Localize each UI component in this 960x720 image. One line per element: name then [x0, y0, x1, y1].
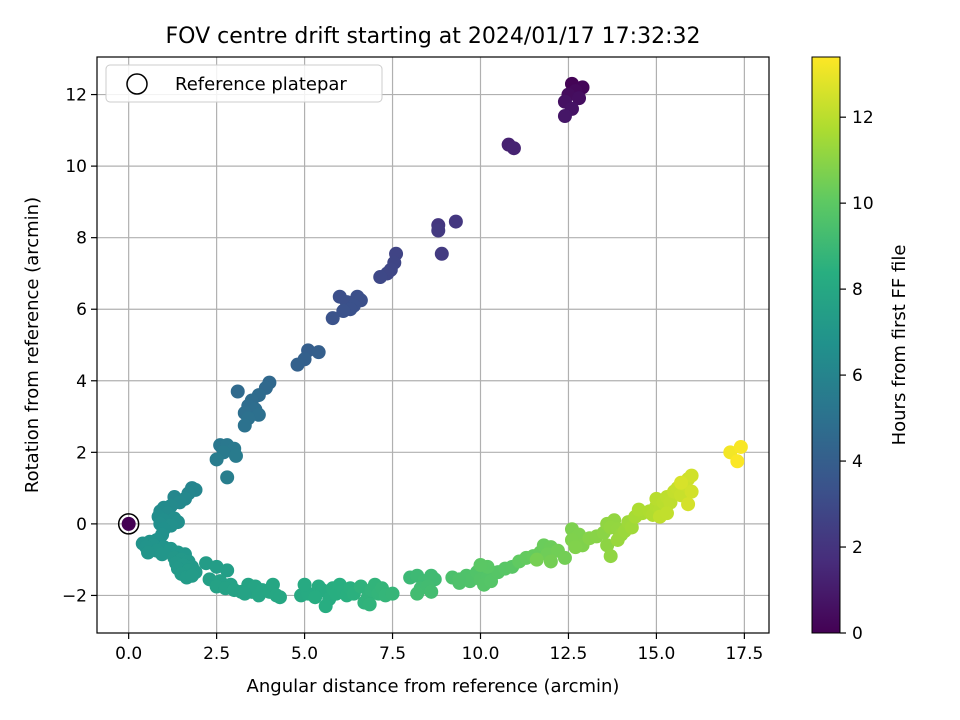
data-point [543, 554, 558, 569]
data-point [506, 141, 521, 156]
legend-entry-reference: Reference platepar [175, 74, 347, 95]
y-tick-label: 8 [76, 229, 87, 249]
colorbar-tick-label: 6 [852, 366, 863, 386]
y-tick-label: 10 [65, 157, 87, 177]
data-point [557, 109, 572, 124]
y-axis-label: Rotation from reference (arcmin) [22, 197, 43, 493]
data-point [184, 568, 199, 583]
data-point [228, 448, 243, 463]
y-tick-label: 6 [76, 300, 87, 320]
colorbar-label: Hours from first FF file [889, 245, 910, 446]
data-point [272, 590, 287, 605]
data-point [603, 549, 618, 564]
data-point [297, 577, 312, 592]
data-point [452, 572, 467, 587]
y-axis-ticks: −2 0 2 4 6 8 10 12 [62, 86, 97, 606]
data-point [318, 599, 333, 614]
colorbar-tick-label: 12 [852, 108, 874, 128]
data-point [473, 558, 488, 573]
data-point [230, 384, 245, 399]
data-point [529, 552, 544, 567]
chart-title: FOV centre drift starting at 2024/01/17 … [166, 24, 701, 49]
reference-ring [117, 513, 140, 535]
data-point [251, 588, 266, 603]
colorbar: 0 2 4 6 8 10 12 Hours from first FF file [811, 56, 910, 644]
grid-lines [97, 57, 769, 633]
data-point [237, 586, 252, 601]
data-point [681, 497, 696, 512]
data-point [631, 502, 646, 517]
data-point [600, 538, 615, 553]
colorbar-gradient [811, 56, 841, 634]
scatter-points [117, 76, 748, 614]
x-tick-label: 17.5 [725, 644, 763, 664]
data-point [431, 223, 446, 238]
data-point [251, 407, 266, 422]
x-axis-label: Angular distance from reference (arcmin) [247, 676, 620, 697]
colorbar-ticks: 0 2 4 6 8 10 12 [840, 108, 874, 644]
x-tick-label: 10.0 [462, 644, 500, 664]
legend: Reference platepar [105, 64, 383, 103]
data-point [290, 357, 305, 372]
data-point [733, 439, 748, 454]
data-point [237, 418, 252, 433]
data-point [568, 540, 583, 555]
plot-frame [96, 56, 770, 634]
data-point [424, 584, 439, 599]
data-point [199, 556, 214, 571]
legend-marker [126, 73, 148, 95]
data-point [209, 559, 224, 574]
data-point [730, 454, 745, 469]
data-point [572, 91, 587, 106]
data-point [209, 452, 224, 467]
data-point [325, 311, 340, 326]
reference-point [121, 516, 136, 531]
data-point [353, 579, 368, 594]
colorbar-tick-label: 2 [852, 538, 863, 558]
x-tick-label: 5.0 [291, 644, 318, 664]
data-point [684, 468, 699, 483]
data-point [448, 214, 463, 229]
data-point [557, 550, 572, 565]
x-tick-label: 15.0 [637, 644, 675, 664]
x-axis-ticks: 0.0 2.5 5.0 7.5 10.0 12.5 15.0 17.5 [115, 633, 763, 664]
data-point [659, 506, 674, 521]
data-point [220, 563, 235, 578]
data-point [311, 345, 326, 360]
data-point [362, 597, 377, 612]
data-point [663, 495, 678, 510]
data-point [434, 246, 449, 261]
colorbar-tick-label: 8 [852, 280, 863, 300]
data-point [674, 475, 689, 490]
data-point [385, 586, 400, 601]
x-tick-label: 0.0 [115, 644, 142, 664]
y-tick-label: 2 [76, 443, 87, 463]
x-tick-label: 2.5 [203, 644, 230, 664]
colorbar-tick-label: 4 [852, 452, 863, 472]
y-tick-label: 4 [76, 372, 87, 392]
x-tick-label: 7.5 [379, 644, 406, 664]
data-point [308, 590, 323, 605]
data-point [220, 470, 235, 485]
colorbar-tick-label: 10 [852, 194, 874, 214]
data-point [265, 577, 280, 592]
data-point [336, 304, 351, 319]
legend-box [105, 64, 383, 103]
y-tick-label: 12 [65, 86, 87, 106]
data-point [141, 545, 156, 560]
data-point [684, 484, 699, 499]
y-tick-label: 0 [76, 515, 87, 535]
colorbar-tick-label: 0 [852, 624, 863, 644]
data-point [373, 270, 388, 285]
x-tick-label: 12.5 [550, 644, 588, 664]
data-point [410, 586, 425, 601]
data-point [624, 520, 639, 535]
y-tick-label: −2 [62, 586, 87, 606]
